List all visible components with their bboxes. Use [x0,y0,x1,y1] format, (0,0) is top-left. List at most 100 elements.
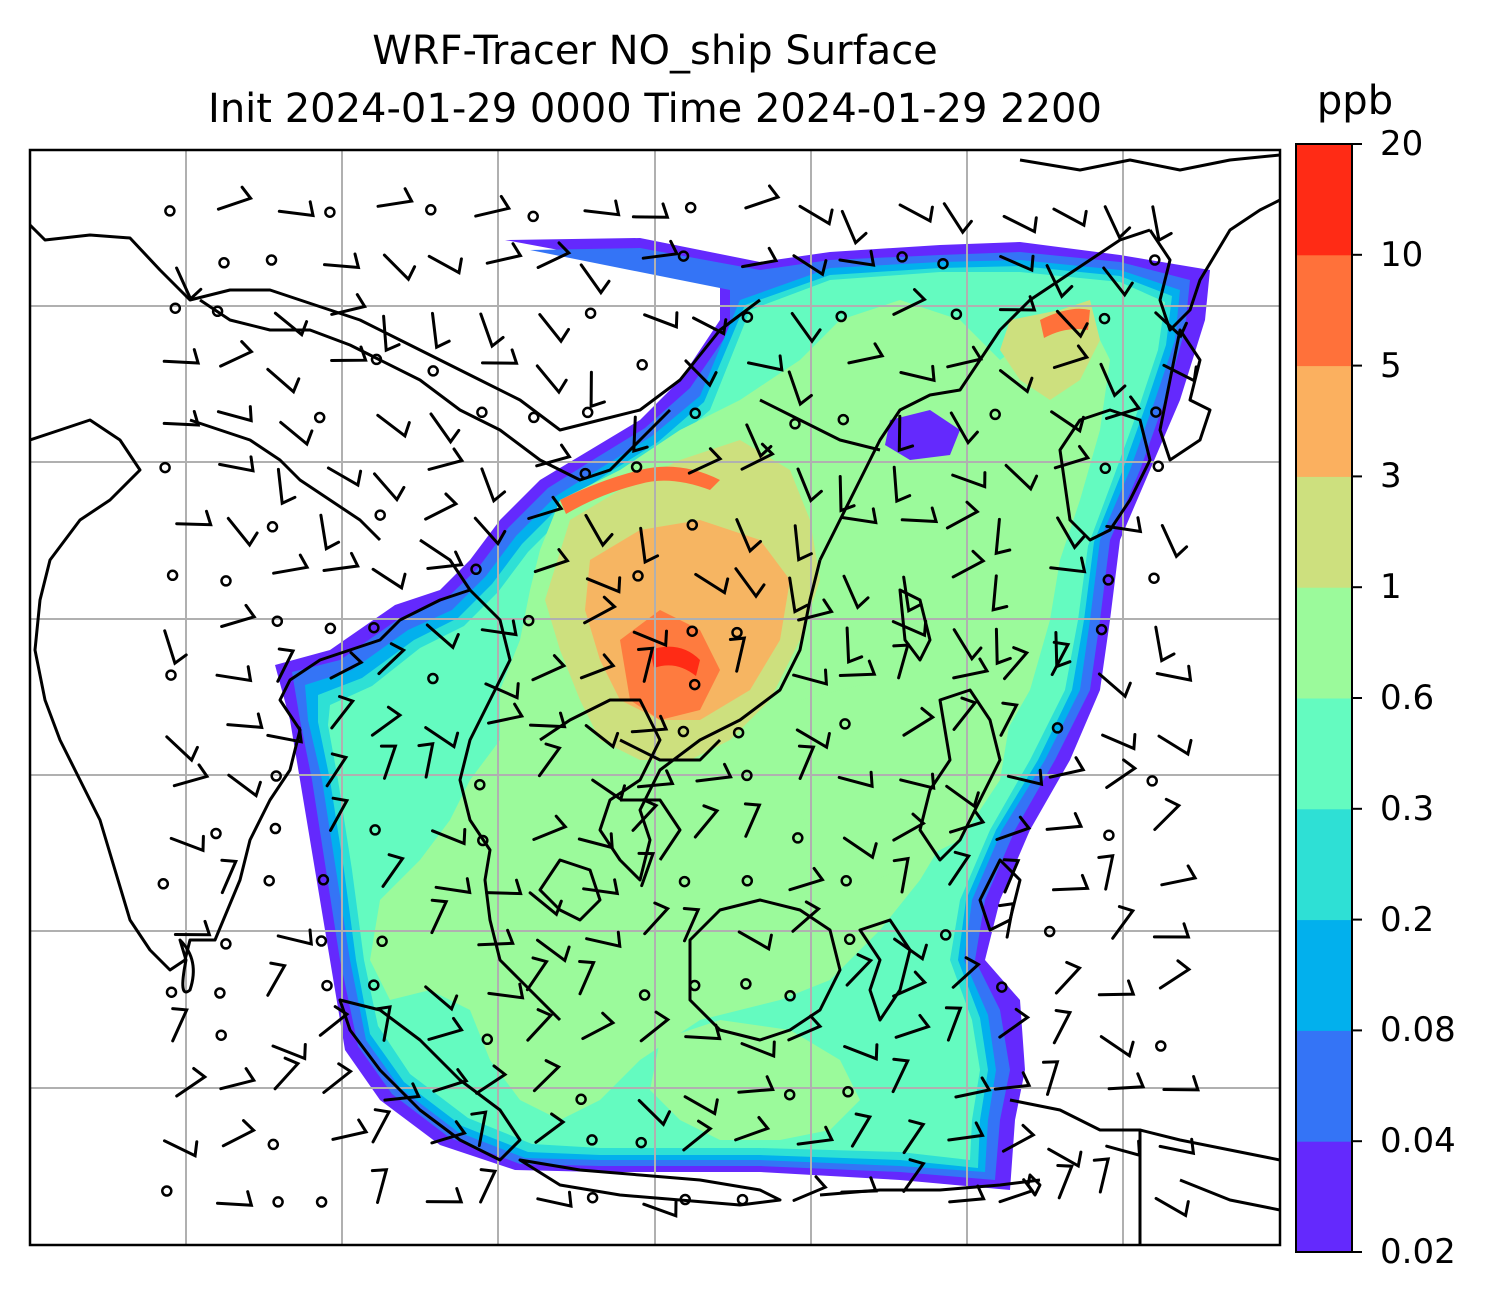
calm-circle-icon [215,1029,227,1041]
wind-barb-icon [1154,625,1176,663]
wind-barb-icon [585,930,622,949]
wind-barb-icon [998,295,1037,312]
wind-barb-icon [796,1125,835,1146]
wind-barb-icon [276,647,296,683]
wind-barb-icon [381,853,405,888]
wind-barb-icon [639,1010,671,1043]
wind-barb-icon [790,312,822,344]
wind-barb-icon [536,1190,573,1209]
wind-barb-icon [630,714,669,734]
wind-barb-icon [944,1006,963,1042]
wind-barb-icon [631,202,670,219]
colorbar-segment [1296,808,1352,921]
wind-barb-icon [173,919,212,937]
calm-circle-icon [1155,1040,1167,1052]
calm-circle-icon [528,411,540,424]
wind-barb-icon [319,513,341,552]
wind-barb-icon [740,442,775,471]
calm-circle-icon [368,979,380,991]
calm-circle-icon [586,1191,599,1204]
calm-circle-icon [835,310,847,323]
wind-barb-icon [1097,854,1115,891]
calm-circle-icon [315,935,328,947]
wind-barb-icon [529,711,567,729]
wind-barb-icon [216,1190,254,1207]
wind-barb-icon [371,1108,392,1144]
calm-circle-icon [266,521,279,533]
wind-barb-icon [792,1175,828,1202]
wind-barb-icon [417,742,435,779]
calm-circle-icon [581,406,594,419]
calm-circle-icon [313,411,326,424]
wind-barb-icon [1154,1196,1190,1218]
wind-barb-icon [536,938,571,963]
calm-circle-icon [741,769,753,782]
wind-barb-icon [537,742,562,778]
calm-circle-icon [688,678,701,691]
wind-barb-icon [175,266,203,302]
wind-barb-icon [892,465,912,504]
wind-barb-icon [1152,922,1191,939]
calm-circle-icon [586,1134,598,1146]
wind-barb-icon [227,773,262,799]
wind-barb-icon [473,516,507,547]
colorbar-tick-label: 10 [1380,234,1424,275]
wind-barb-icon [1097,672,1132,699]
calm-circle-icon [677,250,690,262]
wind-barb-icon [1052,344,1090,369]
wind-barb-icon [162,348,201,365]
wind-barb-icon [684,1023,722,1041]
wind-barb-icon [837,770,874,789]
wind-barb-icon [744,184,781,210]
calm-circle-icon [481,1033,494,1046]
calm-circle-icon [584,307,597,319]
calm-circle-icon [741,875,754,887]
wind-barb-icon [376,413,411,439]
wind-barb-icon [1053,445,1091,470]
wind-barb-icon [382,314,401,353]
wind-barb-icon [481,348,519,365]
map-plot-area [30,150,1280,1245]
calm-circle-icon [270,770,282,782]
wind-barb-icon [694,572,730,595]
wind-barb-icon [842,574,870,610]
wind-barb-icon [1160,864,1198,887]
calm-circle-icon [1099,462,1112,475]
wind-barb-icon [325,752,349,788]
wind-barb-icon [591,778,626,802]
wind-barb-icon [220,603,257,628]
wind-barb-icon [993,1071,1032,1091]
calm-circle-icon [996,981,1008,993]
wind-barb-icon [1111,905,1136,940]
wind-barb-icon [383,1082,421,1102]
wind-barb-icon [432,1068,469,1093]
wind-barb-icon [637,851,656,888]
wind-barb-icon [169,834,205,853]
wind-barb-icon [484,682,520,700]
colorbar-tick-label: 0.2 [1380,899,1435,940]
wind-barb-icon [840,507,878,525]
colorbar-segment [1296,254,1352,367]
colorbar-segment [1296,1141,1352,1253]
colorbar [1296,143,1362,1253]
wind-barb-icon [743,802,762,838]
calm-circle-icon [218,257,230,269]
wind-barb-icon [330,293,368,316]
wind-barb-icon [949,411,979,446]
wind-barb-icon [787,370,813,407]
calm-circle-icon [470,563,482,576]
wind-barb-icon [426,550,464,570]
wind-barb-icon [582,878,620,896]
wind-barb-icon [999,701,1019,737]
colorbar-segment [1296,587,1352,699]
wind-barb-icon [845,953,874,987]
wind-barb-icon [431,828,467,846]
wind-barb-icon [1001,1123,1036,1153]
calm-circle-icon [263,874,275,887]
calm-circle-icon [267,1138,280,1151]
calm-circle-icon [269,822,282,835]
wind-barb-icon [998,901,1016,939]
wind-barb-icon [682,1119,713,1152]
wind-barb-icon [266,961,287,997]
wind-barb-icon [534,1112,566,1144]
